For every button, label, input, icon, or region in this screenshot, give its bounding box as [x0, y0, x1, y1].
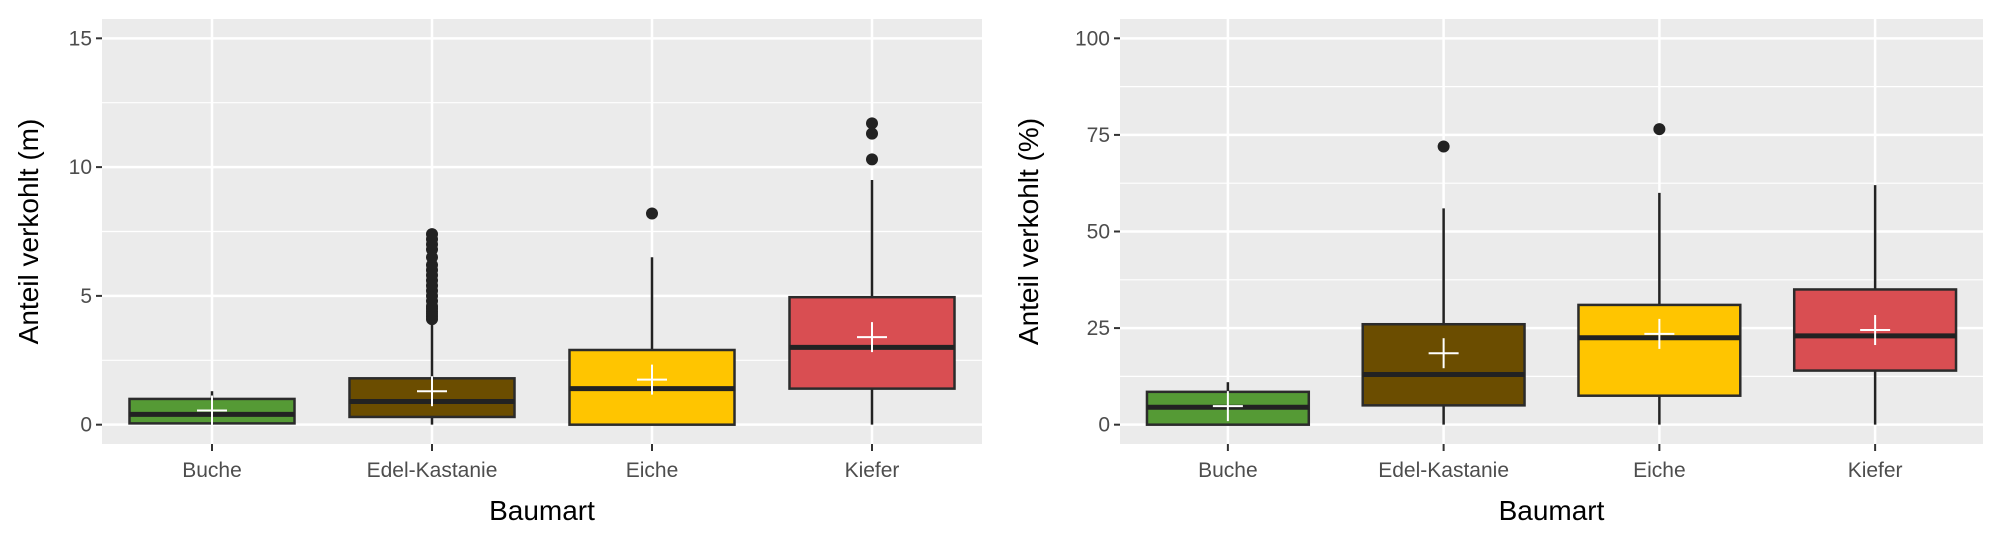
box-Buche: [128, 391, 296, 426]
box-Edel-Kastanie: [1361, 140, 1526, 425]
panel-1: 0 5 10 15 Buche Edel-Kastanie Eiche Kiefer Bauma…: [13, 19, 982, 526]
y-tick-label: 75: [1087, 124, 1110, 147]
y-tick-label: 5: [80, 285, 92, 308]
y-axis-title: Anteil verkohlt (m): [13, 119, 44, 345]
panel-2: 0 25 50 75 100 Buche Edel-Kastanie Eiche Kiefer B…: [1013, 19, 1983, 526]
box-body: [1577, 303, 1742, 397]
outlier-point: [1653, 123, 1666, 136]
x-tick-label: Eiche: [1633, 459, 1686, 482]
x-tick-label: Buche: [1198, 459, 1258, 482]
y-axis-title: Anteil verkohlt (%): [1013, 118, 1044, 345]
x-tick-label: Eiche: [626, 459, 679, 482]
y-tick-label: 25: [1087, 317, 1110, 340]
outlier-point: [1437, 140, 1450, 153]
x-tick-label: Edel-Kastanie: [367, 459, 498, 482]
y-tick-label: 50: [1087, 221, 1110, 244]
y-tick-label: 0: [80, 414, 92, 437]
box-Kiefer: [1792, 185, 1958, 425]
y-tick-label: 10: [69, 156, 92, 179]
x-tick-label: Kiefer: [1848, 459, 1903, 482]
box-Eiche: [1577, 123, 1742, 425]
outlier-point: [866, 153, 878, 166]
x-axis-title: Baumart: [1499, 495, 1605, 526]
y-tick-label: 100: [1075, 27, 1110, 50]
outlier-point: [426, 228, 438, 241]
y-tick-label: 15: [69, 27, 92, 50]
outlier-point: [646, 207, 658, 220]
y-tick-label: 0: [1098, 414, 1110, 437]
x-tick-label: Kiefer: [845, 459, 900, 482]
x-tick-label: Edel-Kastanie: [1378, 459, 1509, 482]
box-Edel-Kastanie: [348, 228, 516, 425]
box-Buche: [1145, 382, 1311, 426]
outlier-point: [866, 117, 878, 130]
x-axis-title: Baumart: [489, 495, 595, 526]
box-Kiefer: [788, 117, 956, 425]
outlier-point: [866, 127, 878, 140]
box-Eiche: [568, 207, 736, 426]
x-tick-label: Buche: [182, 459, 242, 482]
